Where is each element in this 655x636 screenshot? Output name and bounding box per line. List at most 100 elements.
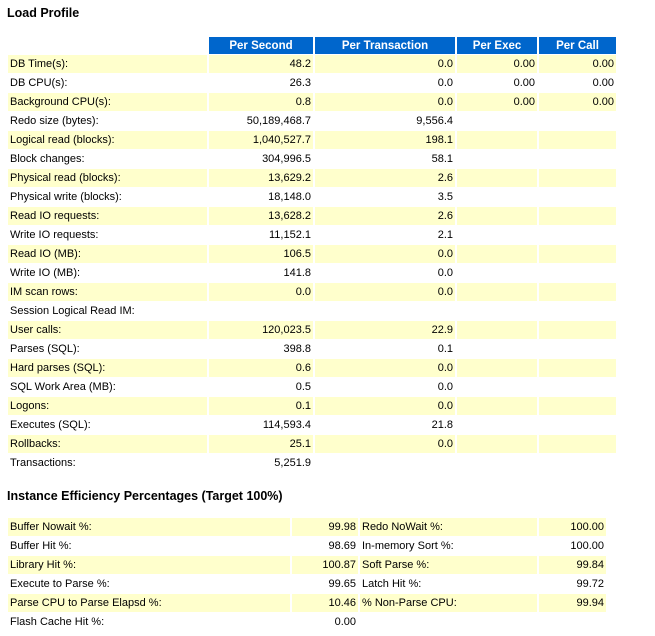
cell-label: Background CPU(s): [8,93,207,111]
cell-value [457,302,537,320]
cell-value: 0.0 [315,359,455,377]
table-row: Background CPU(s): 0.8 0.0 0.00 0.00 [8,93,616,111]
cell-value [457,397,537,415]
table-row: Library Hit %: 100.87 Soft Parse %: 99.84 [8,556,606,574]
cell-value [457,264,537,282]
table-row: Logons: 0.1 0.0 [8,397,616,415]
table-row: Parse CPU to Parse Elapsd %: 10.46% Non-P… [8,594,606,612]
cell-value [539,378,616,396]
cell-label: Logical read (blocks): [8,131,207,149]
cell-label: Write IO requests: [8,226,207,244]
cell-value [539,302,616,320]
cell-value: 0.0 [315,283,455,301]
cell-label: Read IO requests: [8,207,207,225]
cell-value [539,283,616,301]
cell-label: Transactions: [8,454,207,472]
header-per-call: Per Call [539,37,616,54]
table-row: Transactions: 5,251.9 [8,454,616,472]
cell-label [360,613,537,631]
cell-value: 0.5 [209,378,313,396]
cell-value: 0.00 [539,93,616,111]
table-row: Rollbacks: 25.1 0.0 [8,435,616,453]
cell-value [539,226,616,244]
cell-value [457,435,537,453]
cell-label: SQL Work Area (MB): [8,378,207,396]
cell-value: 0.6 [209,359,313,377]
cell-value: 99.84 [539,556,606,574]
cell-value [457,150,537,168]
cell-value [539,397,616,415]
cell-label: Physical write (blocks): [8,188,207,206]
cell-label: Library Hit %: [8,556,290,574]
cell-value: 13,629.2 [209,169,313,187]
table-row: Redo size (bytes): 50,189,468.7 9,556.4 [8,112,616,130]
table-row: User calls: 120,023.5 22.9 [8,321,616,339]
cell-value: 120,023.5 [209,321,313,339]
cell-value [457,454,537,472]
cell-value: 11,152.1 [209,226,313,244]
cell-value: 0.00 [539,74,616,92]
table-row: SQL Work Area (MB): 0.5 0.0 [8,378,616,396]
cell-value: 0.1 [315,340,455,358]
cell-value: 0.0 [209,283,313,301]
cell-label: Parse CPU to Parse Elapsd %: [8,594,290,612]
cell-value: 99.98 [292,518,358,536]
cell-value [539,131,616,149]
table-row: Write IO (MB): 141.8 0.0 [8,264,616,282]
cell-label: Parses (SQL): [8,340,207,358]
cell-value [457,283,537,301]
cell-label: Redo size (bytes): [8,112,207,130]
cell-label: Hard parses (SQL): [8,359,207,377]
cell-value: 0.0 [315,435,455,453]
cell-label: Buffer Hit %: [8,537,290,555]
cell-value: 0.00 [457,74,537,92]
table-row: Execute to Parse %: 99.65 Latch Hit %: 99.7… [8,575,606,593]
cell-value: 9,556.4 [315,112,455,130]
cell-value: 398.8 [209,340,313,358]
table-row: Read IO (MB): 106.5 0.0 [8,245,616,263]
cell-value [457,226,537,244]
cell-value [539,321,616,339]
cell-value [539,454,616,472]
cell-value: 48.2 [209,55,313,73]
cell-value: 0.00 [539,55,616,73]
cell-value: 22.9 [315,321,455,339]
table-row: Flash Cache Hit %: 0.00 [8,613,606,631]
table-row: Buffer Nowait %: 99.98 Redo NoWait %: 100.0… [8,518,606,536]
table-row: Logical read (blocks): 1,040,527.7 198.1 [8,131,616,149]
cell-value [457,340,537,358]
table-row: Parses (SQL): 398.8 0.1 [8,340,616,358]
cell-value: 0.00 [292,613,358,631]
cell-value [457,321,537,339]
cell-value: 0.0 [315,93,455,111]
cell-value: 50,189,468.7 [209,112,313,130]
cell-value [457,131,537,149]
cell-value: 106.5 [209,245,313,263]
cell-label: Redo NoWait %: [360,518,537,536]
cell-value: 0.0 [315,55,455,73]
cell-value [315,302,455,320]
header-per-transaction: Per Transaction [315,37,455,54]
cell-value: 0.0 [315,397,455,415]
cell-label: Rollbacks: [8,435,207,453]
cell-value: 0.00 [457,93,537,111]
table-row: DB CPU(s): 26.3 0.0 0.00 0.00 [8,74,616,92]
cell-value [539,169,616,187]
cell-value [539,613,606,631]
cell-label: % Non-Parse CPU: [360,594,537,612]
cell-label: Write IO (MB): [8,264,207,282]
instance-efficiency-table: Buffer Nowait %: 99.98 Redo NoWait %: 100.0… [6,517,608,632]
cell-value [457,207,537,225]
load-profile-header-row: Per Second Per Transaction Per Exec Per … [8,37,616,54]
cell-label: User calls: [8,321,207,339]
cell-value: 2.6 [315,169,455,187]
cell-value [539,150,616,168]
cell-value [457,112,537,130]
cell-value [539,188,616,206]
table-row: Physical write (blocks): 18,148.0 3.5 [8,188,616,206]
cell-label: Execute to Parse %: [8,575,290,593]
cell-label: In-memory Sort %: [360,537,537,555]
cell-label: Buffer Nowait %: [8,518,290,536]
cell-label: Read IO (MB): [8,245,207,263]
cell-value [539,359,616,377]
